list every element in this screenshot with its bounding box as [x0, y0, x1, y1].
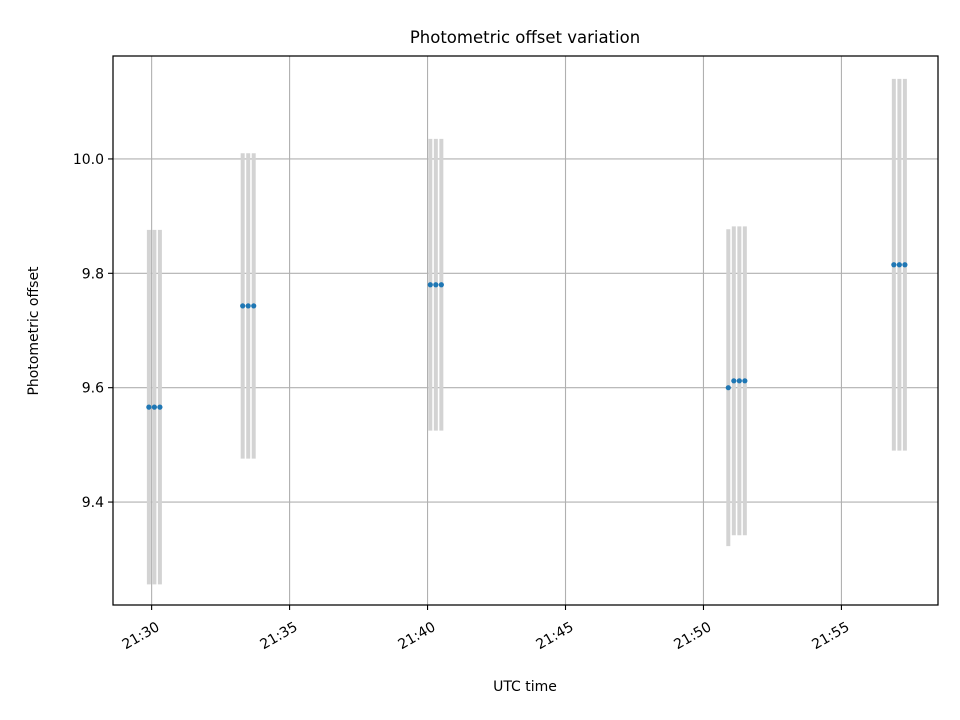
data-point — [438, 282, 444, 288]
data-point — [742, 378, 748, 384]
y-tick-label: 9.4 — [82, 495, 104, 511]
data-point — [736, 378, 742, 384]
x-axis-label: UTC time — [493, 679, 557, 695]
data-point — [151, 404, 157, 410]
y-tick-label: 9.6 — [82, 381, 104, 397]
data-point — [251, 303, 257, 309]
data-point — [146, 404, 152, 410]
data-point — [433, 282, 439, 288]
chart-title: Photometric offset variation — [410, 28, 640, 47]
data-point — [896, 262, 902, 268]
data-point — [725, 385, 731, 391]
axes-frame — [112, 55, 939, 606]
data-point — [427, 282, 433, 288]
data-point — [157, 404, 163, 410]
data-point — [891, 262, 897, 268]
y-tick-label: 10.0 — [73, 152, 104, 168]
y-axis-label: Photometric offset — [26, 266, 42, 396]
data-point — [902, 262, 908, 268]
point-layer — [146, 262, 908, 410]
data-point — [245, 303, 251, 309]
data-point — [240, 303, 246, 309]
grid-layer — [113, 56, 938, 605]
data-point — [731, 378, 737, 384]
y-tick-label: 9.8 — [82, 266, 104, 282]
